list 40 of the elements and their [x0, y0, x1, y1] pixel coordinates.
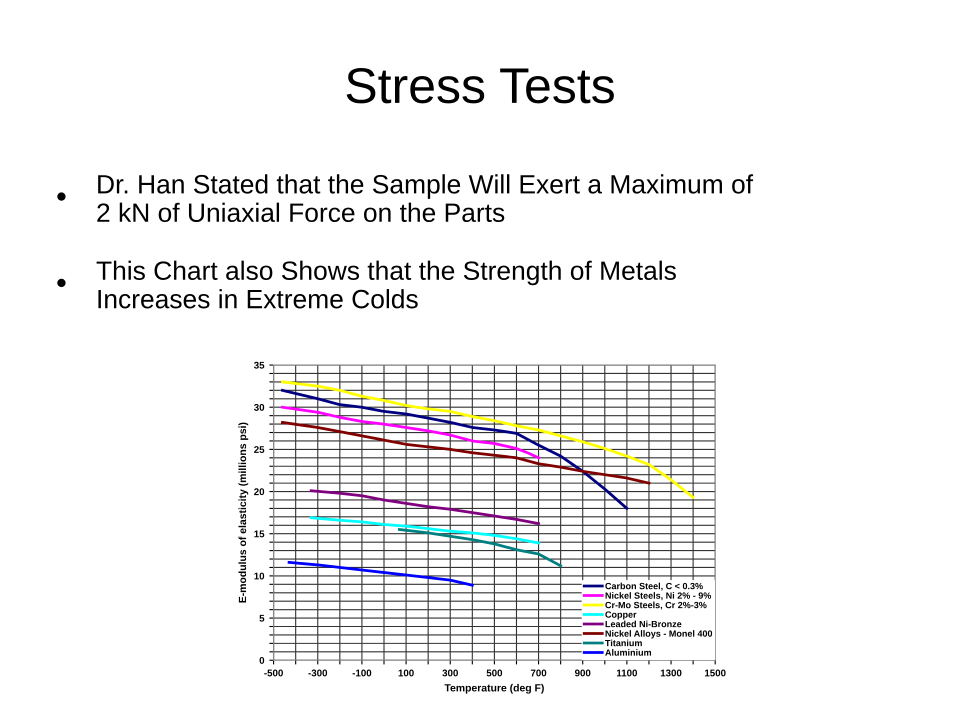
line-series	[288, 561, 474, 587]
y-tick-label: 20	[254, 488, 264, 496]
x-tick-label: -500	[264, 670, 283, 676]
line-series	[281, 380, 695, 499]
x-tick-label: 1100	[616, 670, 638, 676]
x-tick-label: -100	[352, 670, 372, 676]
line-series	[281, 388, 628, 510]
legend-label: Aluminium	[605, 649, 652, 656]
x-tick-label: 1500	[705, 670, 726, 676]
legend-label: Leaded Ni-Bronze	[606, 620, 682, 628]
x-axis-title: Temperature (deg F)	[444, 684, 544, 694]
legend-label: Nickel Steels, Ni 2% - 9%	[606, 592, 712, 600]
x-tick-label: 700	[530, 670, 546, 676]
y-tick-label: 15	[254, 530, 264, 538]
legend-label: Titanium	[605, 640, 642, 646]
line-series	[281, 421, 650, 485]
line-series	[398, 528, 562, 568]
y-tick-label: 35	[254, 362, 264, 369]
y-tick-label: 25	[254, 446, 264, 453]
text: Dr. Han Stated that the Sample Will Exert a Maximum of 2 kN of Uniaxial Force on the Parts	[97, 174, 754, 222]
line-series	[310, 516, 540, 544]
y-tick-label: 0	[260, 656, 264, 664]
x-tick-label: 900	[574, 670, 590, 676]
chart-title: Stress Tests	[346, 68, 614, 104]
text: This Chart also Shows that the Strength of Metals Increases in Extreme Colds	[96, 260, 676, 308]
x-tick-label: 300	[442, 670, 458, 676]
y-tick-label: 30	[254, 404, 264, 411]
line-series	[310, 489, 540, 525]
x-tick-label: -300	[308, 670, 328, 676]
legend-label: Nickel Alloys - Monel 400	[606, 630, 712, 639]
y-tick-label: 5	[259, 614, 264, 622]
x-tick-label: 100	[398, 670, 414, 676]
x-tick-label: 1300	[660, 670, 682, 676]
legend-label: Copper	[605, 611, 636, 620]
y-tick-label: 10	[254, 572, 264, 580]
y-axis-title: E-modulus of elasticity (millions psi)	[238, 422, 248, 603]
x-tick-label: 500	[486, 670, 502, 676]
legend-label: Cr-Mo Steels, Cr 2%-3%	[605, 602, 707, 610]
legend-label: Carbon Steel, C < 0.3%	[605, 582, 703, 591]
line-series	[281, 406, 540, 460]
